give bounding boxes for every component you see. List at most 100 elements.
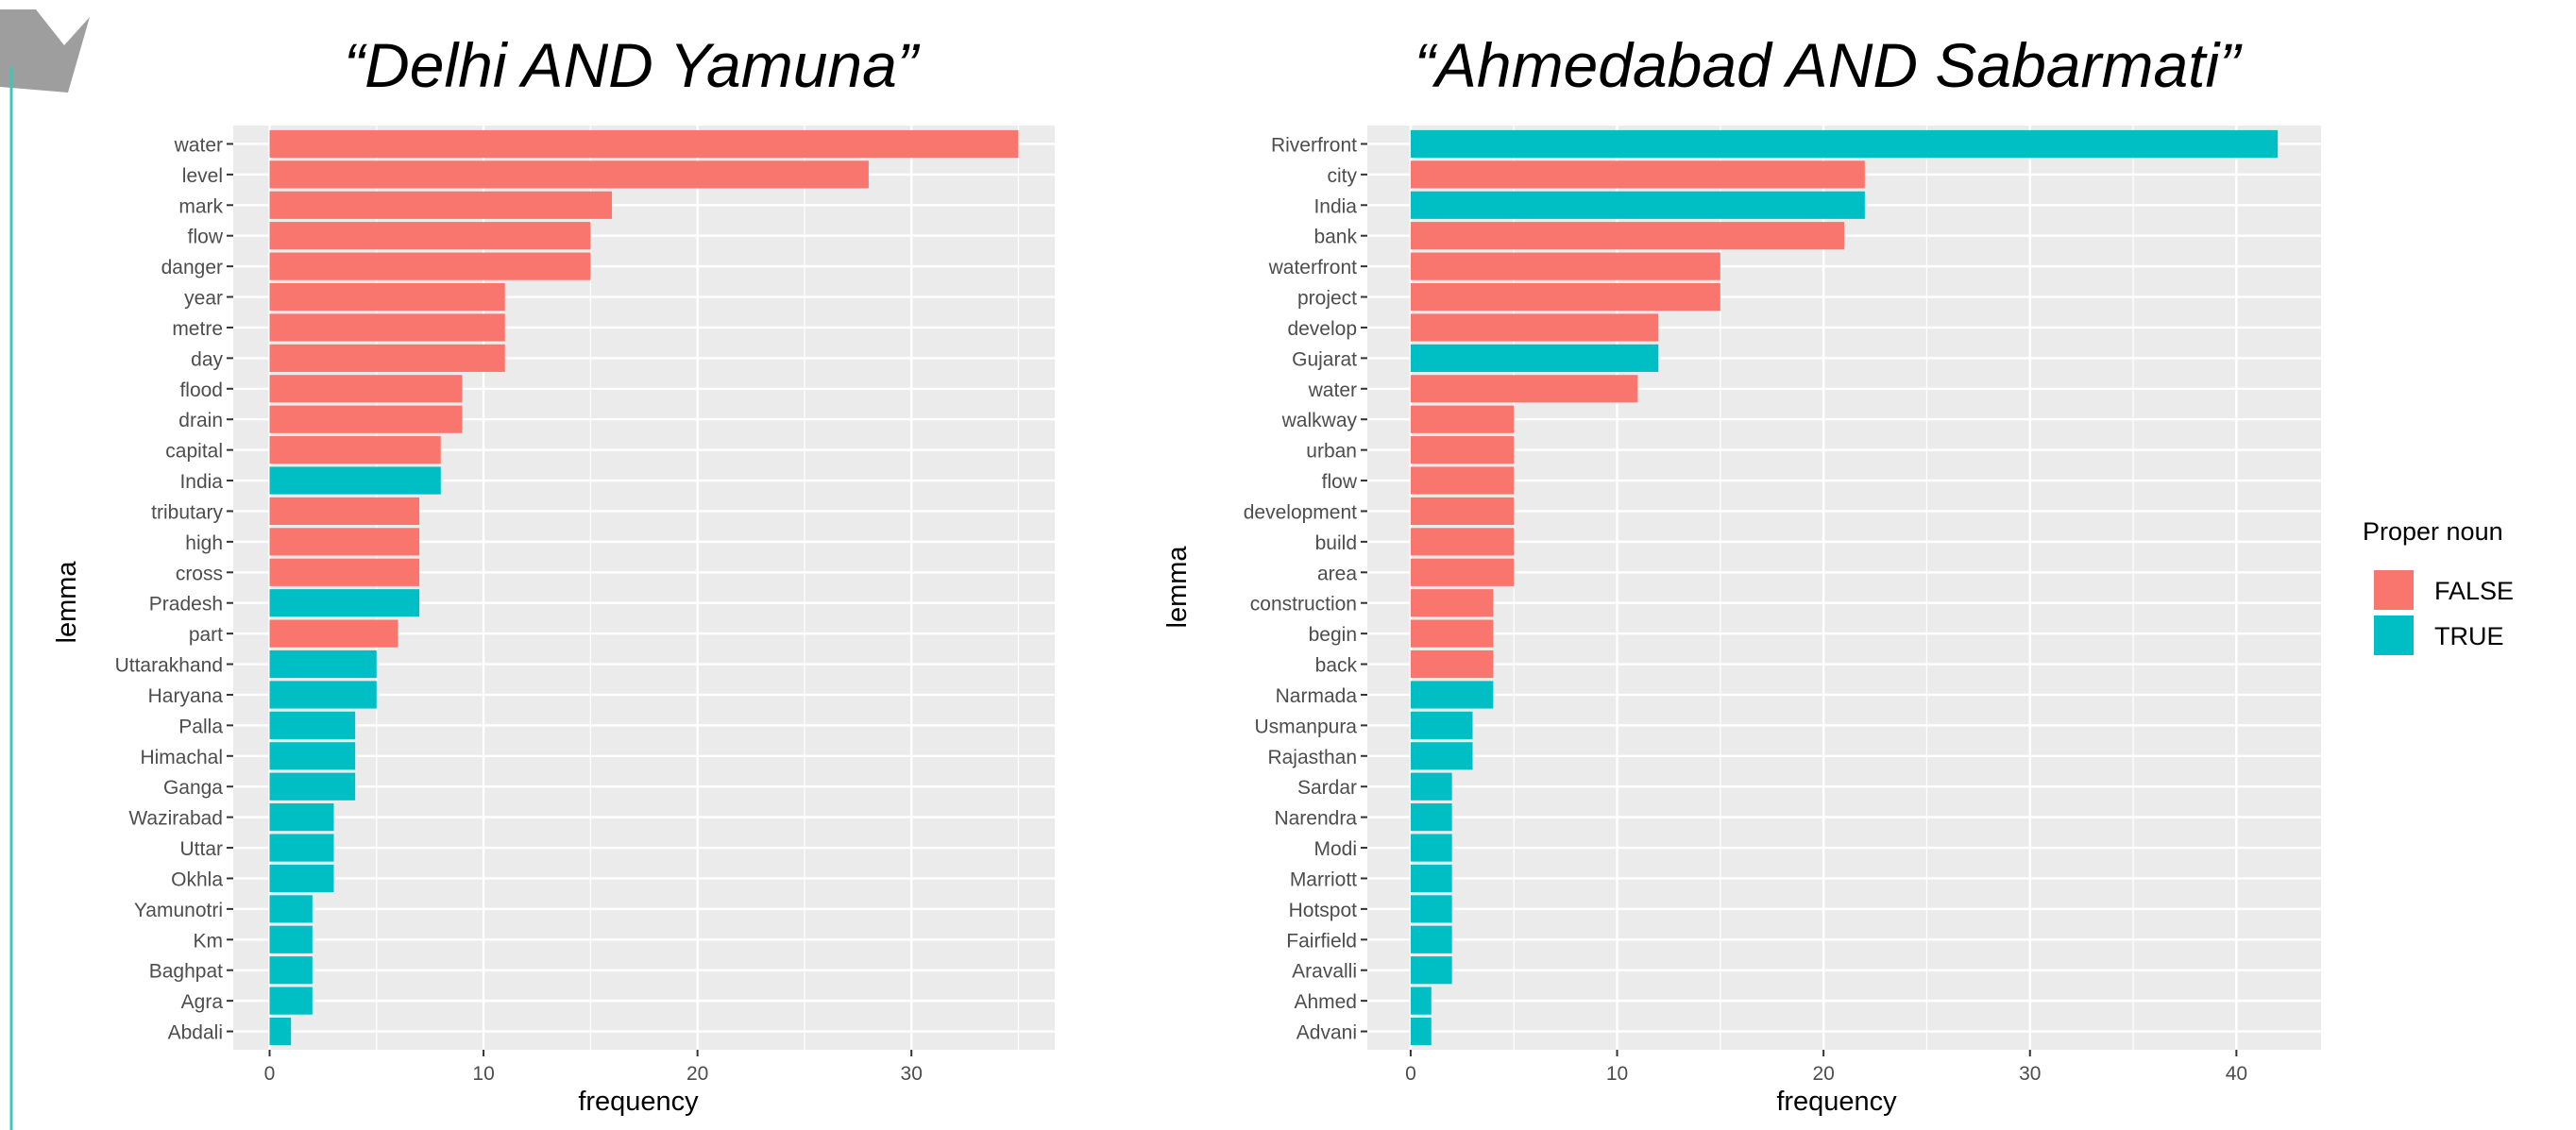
y-tick-label: Hotspot <box>1289 900 1358 921</box>
bar-rajasthan <box>1410 742 1473 770</box>
y-tick-label: Gujarat <box>1292 348 1357 370</box>
bar-drain <box>269 405 463 433</box>
bar-year <box>269 282 505 312</box>
y-tick-label: Aravalli <box>1292 961 1357 983</box>
bar-gujarat <box>1410 344 1659 372</box>
y-tick-label: Rajasthan <box>1267 747 1357 768</box>
x-tick-label: 0 <box>1405 1063 1416 1085</box>
bar-water <box>269 129 1019 159</box>
y-tick-label: Narmada <box>1276 685 1358 707</box>
bar-construction <box>1410 589 1494 617</box>
bar-back <box>1410 649 1494 679</box>
y-tick-label: city <box>1328 165 1358 187</box>
y-tick-label: part <box>189 624 223 646</box>
y-tick-label: tributary <box>151 501 223 523</box>
y-tick-label: Marriott <box>1290 869 1357 890</box>
bar-hotspot <box>1410 895 1452 923</box>
x-tick-label: 40 <box>2226 1063 2247 1085</box>
bar-sardar <box>1410 772 1452 801</box>
bar-ganga <box>269 772 356 801</box>
bar-india <box>1410 191 1865 219</box>
y-tick-label: Haryana <box>148 685 224 707</box>
x-tick-label: 20 <box>686 1063 708 1085</box>
y-tick-label: flow <box>188 227 224 248</box>
y-tick-label: India <box>1313 195 1357 217</box>
x-tick-label: 10 <box>1606 1063 1628 1085</box>
y-tick-label: high <box>185 532 223 554</box>
y-tick-label: walkway <box>1281 410 1358 431</box>
bar-flow <box>1410 466 1515 495</box>
bar-part <box>269 619 398 648</box>
bar-cross <box>269 558 420 586</box>
y-tick-label: Advani <box>1296 1022 1357 1044</box>
y-tick-label: development <box>1244 501 1357 523</box>
bar-metre <box>269 313 505 342</box>
bar-pradesh <box>269 589 420 617</box>
y-tick-label: Km <box>194 930 224 952</box>
y-tick-label: construction <box>1250 594 1357 616</box>
bar-flood <box>269 375 463 403</box>
bar-km <box>269 925 313 953</box>
bar-walkway <box>1410 405 1515 433</box>
legend-key-true <box>2374 616 2414 655</box>
y-tick-label: Agra <box>181 991 224 1013</box>
y-tick-label: Usmanpura <box>1254 716 1357 737</box>
corner-arrow-icon <box>0 9 90 93</box>
bar-abdali <box>269 1017 292 1046</box>
y-tick-label: Abdali <box>168 1022 223 1044</box>
x-tick-label: 30 <box>901 1063 923 1085</box>
y-axis-title: lemma <box>1162 546 1193 629</box>
x-tick-label: 20 <box>1812 1063 1834 1085</box>
bar-project <box>1410 282 1720 312</box>
y-tick-label: Ganga <box>163 777 223 799</box>
x-axis-title: frequency <box>1776 1087 1897 1117</box>
bar-haryana <box>269 681 377 709</box>
y-tick-label: Palla <box>178 716 223 737</box>
bar-danger <box>269 252 591 280</box>
bar-waterfront <box>1410 252 1720 280</box>
y-tick-label: drain <box>178 410 223 431</box>
y-tick-label: cross <box>176 563 223 584</box>
y-tick-label: capital <box>165 441 223 463</box>
y-tick-label: danger <box>161 257 223 278</box>
bar-development <box>1410 497 1515 526</box>
bar-narmada <box>1410 681 1494 709</box>
bar-level <box>269 160 869 189</box>
bar-riverfront <box>1410 129 2279 159</box>
bar-high <box>269 528 420 556</box>
x-axis-title: frequency <box>578 1087 699 1117</box>
bar-yamunotri <box>269 895 313 923</box>
y-tick-label: Uttar <box>179 838 223 860</box>
bar-day <box>269 344 505 372</box>
legend-key-false <box>2374 570 2414 610</box>
bar-baghpat <box>269 956 313 985</box>
bar-fairfield <box>1410 925 1452 953</box>
y-tick-label: level <box>182 165 223 187</box>
y-tick-label: area <box>1317 563 1357 584</box>
bar-marriott <box>1410 864 1452 893</box>
y-tick-label: Sardar <box>1297 777 1357 799</box>
bar-uttarakhand <box>269 649 377 679</box>
bar-city <box>1410 160 1865 189</box>
y-axis-title: lemma <box>52 561 82 644</box>
bar-tributary <box>269 497 420 526</box>
chart-ahmedabad-sabarmati: “Ahmedabad AND Sabarmati” Riverfront city… <box>1162 30 2321 1117</box>
bar-begin <box>1410 619 1494 648</box>
y-tick-label: day <box>191 348 223 370</box>
y-tick-label: Fairfield <box>1286 930 1357 952</box>
y-tick-label: Yamunotri <box>134 900 223 921</box>
y-tick-label: build <box>1315 532 1357 554</box>
bar-build <box>1410 528 1515 556</box>
bar-water <box>1410 375 1638 403</box>
y-tick-label: Baghpat <box>149 961 223 983</box>
y-tick-label: Pradesh <box>149 594 223 616</box>
legend-label-true: TRUE <box>2434 622 2504 650</box>
y-tick-label: Riverfront <box>1271 134 1357 156</box>
y-tick-label: develop <box>1287 318 1357 340</box>
y-tick-label: project <box>1297 288 1357 310</box>
legend: Proper noun FALSE TRUE <box>2363 517 2514 655</box>
y-tick-label: urban <box>1306 441 1357 463</box>
bar-flow <box>269 222 591 250</box>
chart-title: “Delhi AND Yamuna” <box>344 30 921 100</box>
